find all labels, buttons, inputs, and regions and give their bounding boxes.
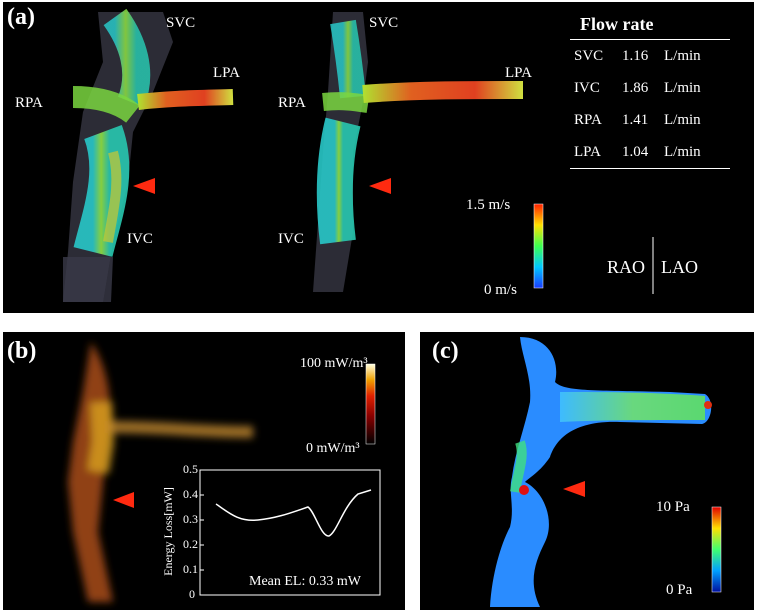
row-value: 1.16 — [622, 47, 649, 64]
wall-shear-image — [490, 337, 722, 607]
arrow-marker-right — [369, 178, 391, 194]
energy-loss-blob — [68, 342, 254, 602]
row-vessel: RPA — [574, 111, 602, 128]
panel-a-label: (a) — [7, 4, 35, 30]
wall-shear-min-label: 0 Pa — [666, 582, 693, 598]
lpa-label-left: LPA — [213, 65, 240, 81]
energy-loss-image — [68, 342, 381, 602]
velocity-colorbar — [533, 203, 544, 289]
inset-ytick: 0 — [189, 587, 195, 601]
energy-loss-curve — [215, 489, 372, 537]
energy-loss-colorbar — [365, 363, 376, 445]
row-value: 1.86 — [622, 79, 649, 96]
row-unit: L/min — [664, 111, 701, 128]
inset-ylabel: Energy Loss[mW] — [160, 487, 175, 576]
wall-shear-geometry — [490, 337, 712, 607]
row-vessel: LPA — [574, 143, 601, 160]
table-row: SVC 1.16 L/min — [570, 40, 730, 72]
row-value: 1.04 — [622, 143, 649, 160]
inset-ytick: 0.5 — [183, 462, 198, 476]
table-bottom-rule — [570, 168, 730, 169]
table-row: LPA 1.04 L/min — [570, 136, 730, 168]
velocity-min-label: 0 m/s — [484, 282, 517, 298]
table-top-rule — [570, 39, 730, 40]
ivc-base-left — [63, 257, 113, 302]
panel-a-streamline-view: (a) SVC SVC LPA LPA RPA RPA IVC IVC Flow… — [3, 2, 754, 313]
lpa-label-right: LPA — [505, 65, 532, 81]
flow-rate-table: Flow rate SVC 1.16 L/min IVC 1.86 L/min RPA 1… — [570, 14, 730, 169]
view-lao-label: LAO — [661, 257, 698, 277]
rpa-label-left: RPA — [15, 95, 43, 111]
panel-c-wall-shear-view: (c) 10 Pa 0 Pa — [420, 332, 754, 610]
energy-loss-inset-frame — [199, 469, 381, 596]
row-vessel: SVC — [574, 47, 604, 64]
wall-shear-max-label: 10 Pa — [656, 499, 690, 515]
rpa-label-right: RPA — [278, 95, 306, 111]
row-unit: L/min — [664, 47, 701, 64]
arrow-marker — [113, 492, 134, 508]
row-vessel: IVC — [574, 79, 600, 96]
arrow-marker-left — [133, 178, 155, 194]
streamline-image — [63, 8, 654, 302]
row-value: 1.41 — [622, 111, 649, 128]
row-unit: L/min — [664, 143, 701, 160]
streamlines-left — [72, 8, 234, 257]
svc-label-left: SVC — [166, 15, 196, 31]
wall-shear-colorbar — [711, 506, 722, 593]
panel-b-energy-loss-view: (b) 100 mW/m³ 0 mW/m³ 0.5 0.4 0.3 0.2 0.… — [3, 332, 405, 610]
inset-ytick: 0.2 — [183, 537, 198, 551]
energy-colorbar-min: 0 mW/m³ — [306, 441, 360, 456]
inset-ytick: 0.1 — [183, 562, 198, 576]
mean-energy-loss-label: Mean EL: 0.33 mW — [249, 574, 361, 589]
streamlines-right — [316, 19, 524, 245]
energy-colorbar-max: 100 mW/m³ — [300, 356, 368, 371]
ivc-label-left: IVC — [127, 231, 153, 247]
inset-ytick: 0.3 — [183, 512, 198, 526]
view-rao-label: RAO — [607, 257, 646, 277]
ivc-label-right: IVC — [278, 231, 304, 247]
panel-c-label: (c) — [432, 338, 459, 364]
table-row: RPA 1.41 L/min — [570, 104, 730, 136]
panel-b-label: (b) — [7, 338, 37, 364]
velocity-max-label: 1.5 m/s — [466, 197, 511, 213]
row-unit: L/min — [664, 79, 701, 96]
arrow-marker — [563, 481, 585, 497]
table-row: IVC 1.86 L/min — [570, 72, 730, 104]
inset-y-ticks — [200, 469, 204, 571]
flow-rate-title: Flow rate — [580, 14, 654, 34]
inset-ytick: 0.4 — [183, 487, 198, 501]
svc-label-right: SVC — [369, 15, 399, 31]
